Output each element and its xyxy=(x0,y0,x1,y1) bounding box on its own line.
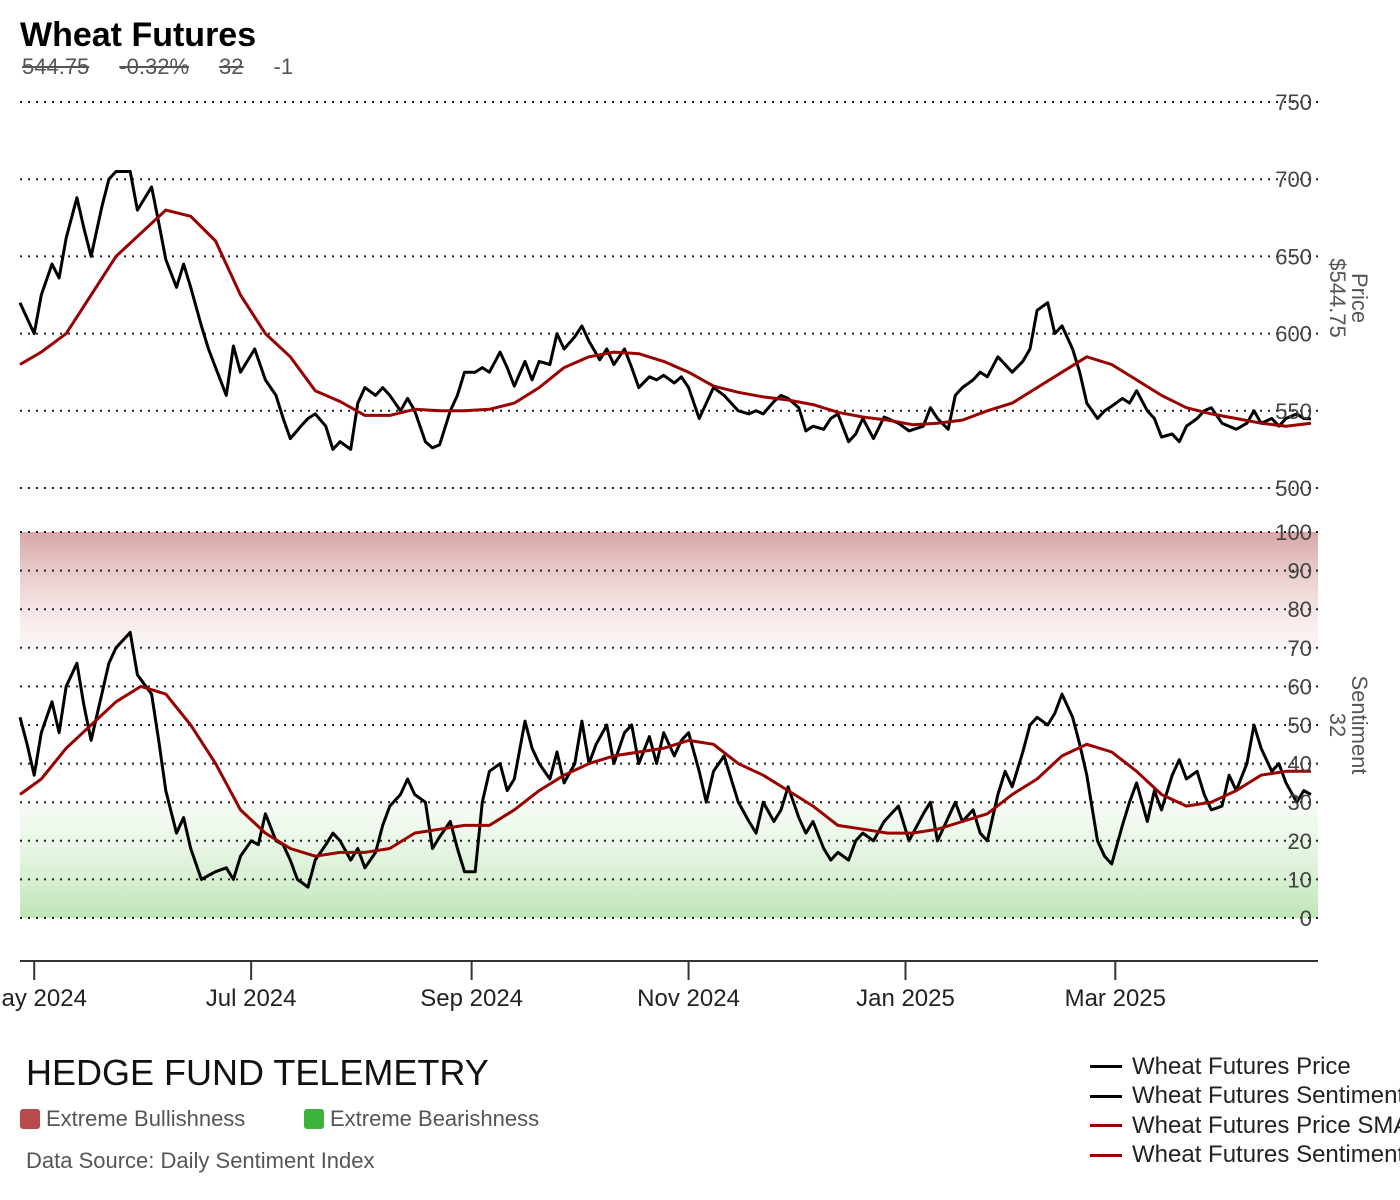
legend-item-price[interactable]: Wheat Futures Price xyxy=(1090,1052,1400,1082)
legend-line xyxy=(1090,1065,1122,1069)
chart-canvas: 500 550 600 650 700 750 Price$544.75 0 10 20 30 40 5… xyxy=(0,90,1372,1012)
y-tick-label: 70 xyxy=(1288,636,1312,661)
bear-zone-label: Extreme Bearishness xyxy=(330,1106,540,1131)
x-tick-label: Jul 2024 xyxy=(206,985,297,1012)
price-summary: 544.75 -0.32% 32 -1 xyxy=(22,54,293,80)
y-tick-label: 650 xyxy=(1275,244,1312,269)
y-tick-label: 40 xyxy=(1288,752,1312,777)
y-tick-label: 90 xyxy=(1288,559,1312,584)
y-axis-value: $544.75 xyxy=(1325,258,1350,338)
y-axis-title: Price xyxy=(1347,273,1372,323)
data-source: Data Source: Daily Sentiment Index xyxy=(26,1148,375,1173)
y-tick-label: 60 xyxy=(1288,674,1312,699)
last-price: 544.75 xyxy=(22,54,90,79)
legend-line xyxy=(1090,1153,1122,1157)
y-tick-label: 20 xyxy=(1288,829,1312,854)
y-tick-label: 700 xyxy=(1275,167,1312,192)
series-legend: Wheat Futures Price Wheat Futures Sentim… xyxy=(1090,1052,1400,1170)
bull-swatch xyxy=(20,1109,40,1129)
y-tick-label: 10 xyxy=(1288,867,1312,892)
wheat-futures-price-sma-line xyxy=(19,208,1312,428)
legend-line xyxy=(1090,1094,1122,1098)
y-tick-label: 80 xyxy=(1288,597,1312,622)
extreme-bearishness-band xyxy=(20,802,1318,918)
bull-zone-legend: Extreme Bullishness xyxy=(20,1106,245,1132)
bear-zone-legend: Extreme Bearishness xyxy=(304,1106,539,1132)
price-change-pct: -0.32% xyxy=(119,54,190,79)
sentiment-value: 32 xyxy=(219,54,244,79)
y-tick-label: 550 xyxy=(1275,399,1312,424)
legend-item-sentiment-sma[interactable]: Wheat Futures Sentiment SMA xyxy=(1090,1141,1400,1171)
y-axis-title: Sentiment xyxy=(1347,675,1372,774)
x-tick-label: May 2024 xyxy=(0,985,87,1012)
legend-item-sentiment[interactable]: Wheat Futures Sentiment xyxy=(1090,1082,1400,1112)
y-tick-label: 750 xyxy=(1275,90,1312,115)
y-tick-label: 30 xyxy=(1288,790,1312,815)
y-tick-label: 50 xyxy=(1288,713,1312,738)
x-tick-label: Sep 2024 xyxy=(420,985,523,1012)
legend-item-price-sma[interactable]: Wheat Futures Price SMA xyxy=(1090,1111,1400,1141)
sentiment-change: -1 xyxy=(273,54,294,79)
legend-line xyxy=(1090,1124,1122,1128)
y-tick-label: 100 xyxy=(1275,520,1312,545)
y-tick-label: 600 xyxy=(1275,322,1312,347)
y-tick-label: 0 xyxy=(1300,906,1312,931)
bear-swatch xyxy=(304,1109,324,1129)
wheat-futures-price-line xyxy=(18,170,1311,451)
bull-zone-label: Extreme Bullishness xyxy=(46,1106,246,1131)
wheat-futures-sentiment-sma-line xyxy=(19,684,1311,858)
x-tick-label: Nov 2024 xyxy=(637,985,740,1012)
x-tick-label: Jan 2025 xyxy=(856,985,955,1012)
y-axis-title-0: Price$544.75 xyxy=(1325,258,1372,338)
chart-title: Wheat Futures xyxy=(20,16,257,54)
brand-name: HEDGE FUND TELEMETRY xyxy=(26,1052,489,1093)
x-tick-label: Mar 2025 xyxy=(1065,985,1166,1012)
y-tick-label: 500 xyxy=(1275,476,1312,501)
extreme-bullishness-band xyxy=(20,532,1318,648)
y-axis-value: 32 xyxy=(1325,713,1350,737)
